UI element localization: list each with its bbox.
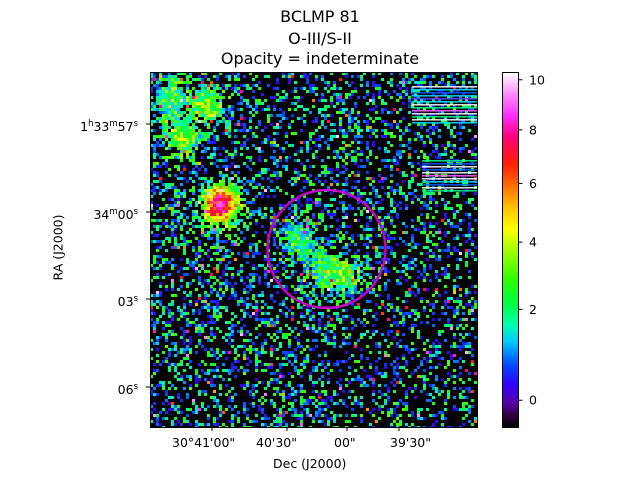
colorbar-gradient (502, 72, 519, 428)
x-tick-label: 00" (334, 435, 356, 450)
y-tick-label: 03s (117, 294, 138, 309)
y-tick-label: 34m00s (93, 207, 138, 222)
x-axis-label: Dec (J2000) (273, 456, 347, 471)
axes-frame (150, 72, 478, 428)
stripe-artifacts (412, 86, 477, 192)
chart-title-line-3: Opacity = indeterminate (220, 49, 420, 68)
y-tick-label: 06s (117, 382, 138, 397)
x-tick-label: 39'30" (390, 435, 431, 450)
chart-title-line-2: O-III/S-II (288, 29, 352, 48)
colorbar-tick-label: 6 (529, 176, 537, 191)
colorbar-tick-label: 8 (529, 122, 537, 137)
aperture-circle (266, 188, 387, 310)
y-tick-label: 1h33m57s (80, 119, 138, 134)
emission-map (150, 72, 477, 427)
colorbar-tick-label: 2 (529, 302, 537, 317)
colorbar: 0 2 4 6 8 10 (502, 72, 545, 428)
y-axis-label: RA (J2000) (50, 214, 66, 281)
colorbar-ticks: 0 2 4 6 8 10 (518, 72, 545, 408)
tick-marks (146, 123, 478, 431)
x-tick-label: 40'30" (256, 435, 297, 450)
chart-title-line-1: BCLMP 81 (280, 7, 360, 26)
image-panel (146, 72, 478, 431)
colorbar-tick-label: 10 (529, 72, 545, 87)
x-tick-label: 30°41'00" (172, 435, 236, 450)
colorbar-tick-label: 0 (529, 393, 537, 408)
colorbar-tick-label: 4 (529, 235, 537, 250)
